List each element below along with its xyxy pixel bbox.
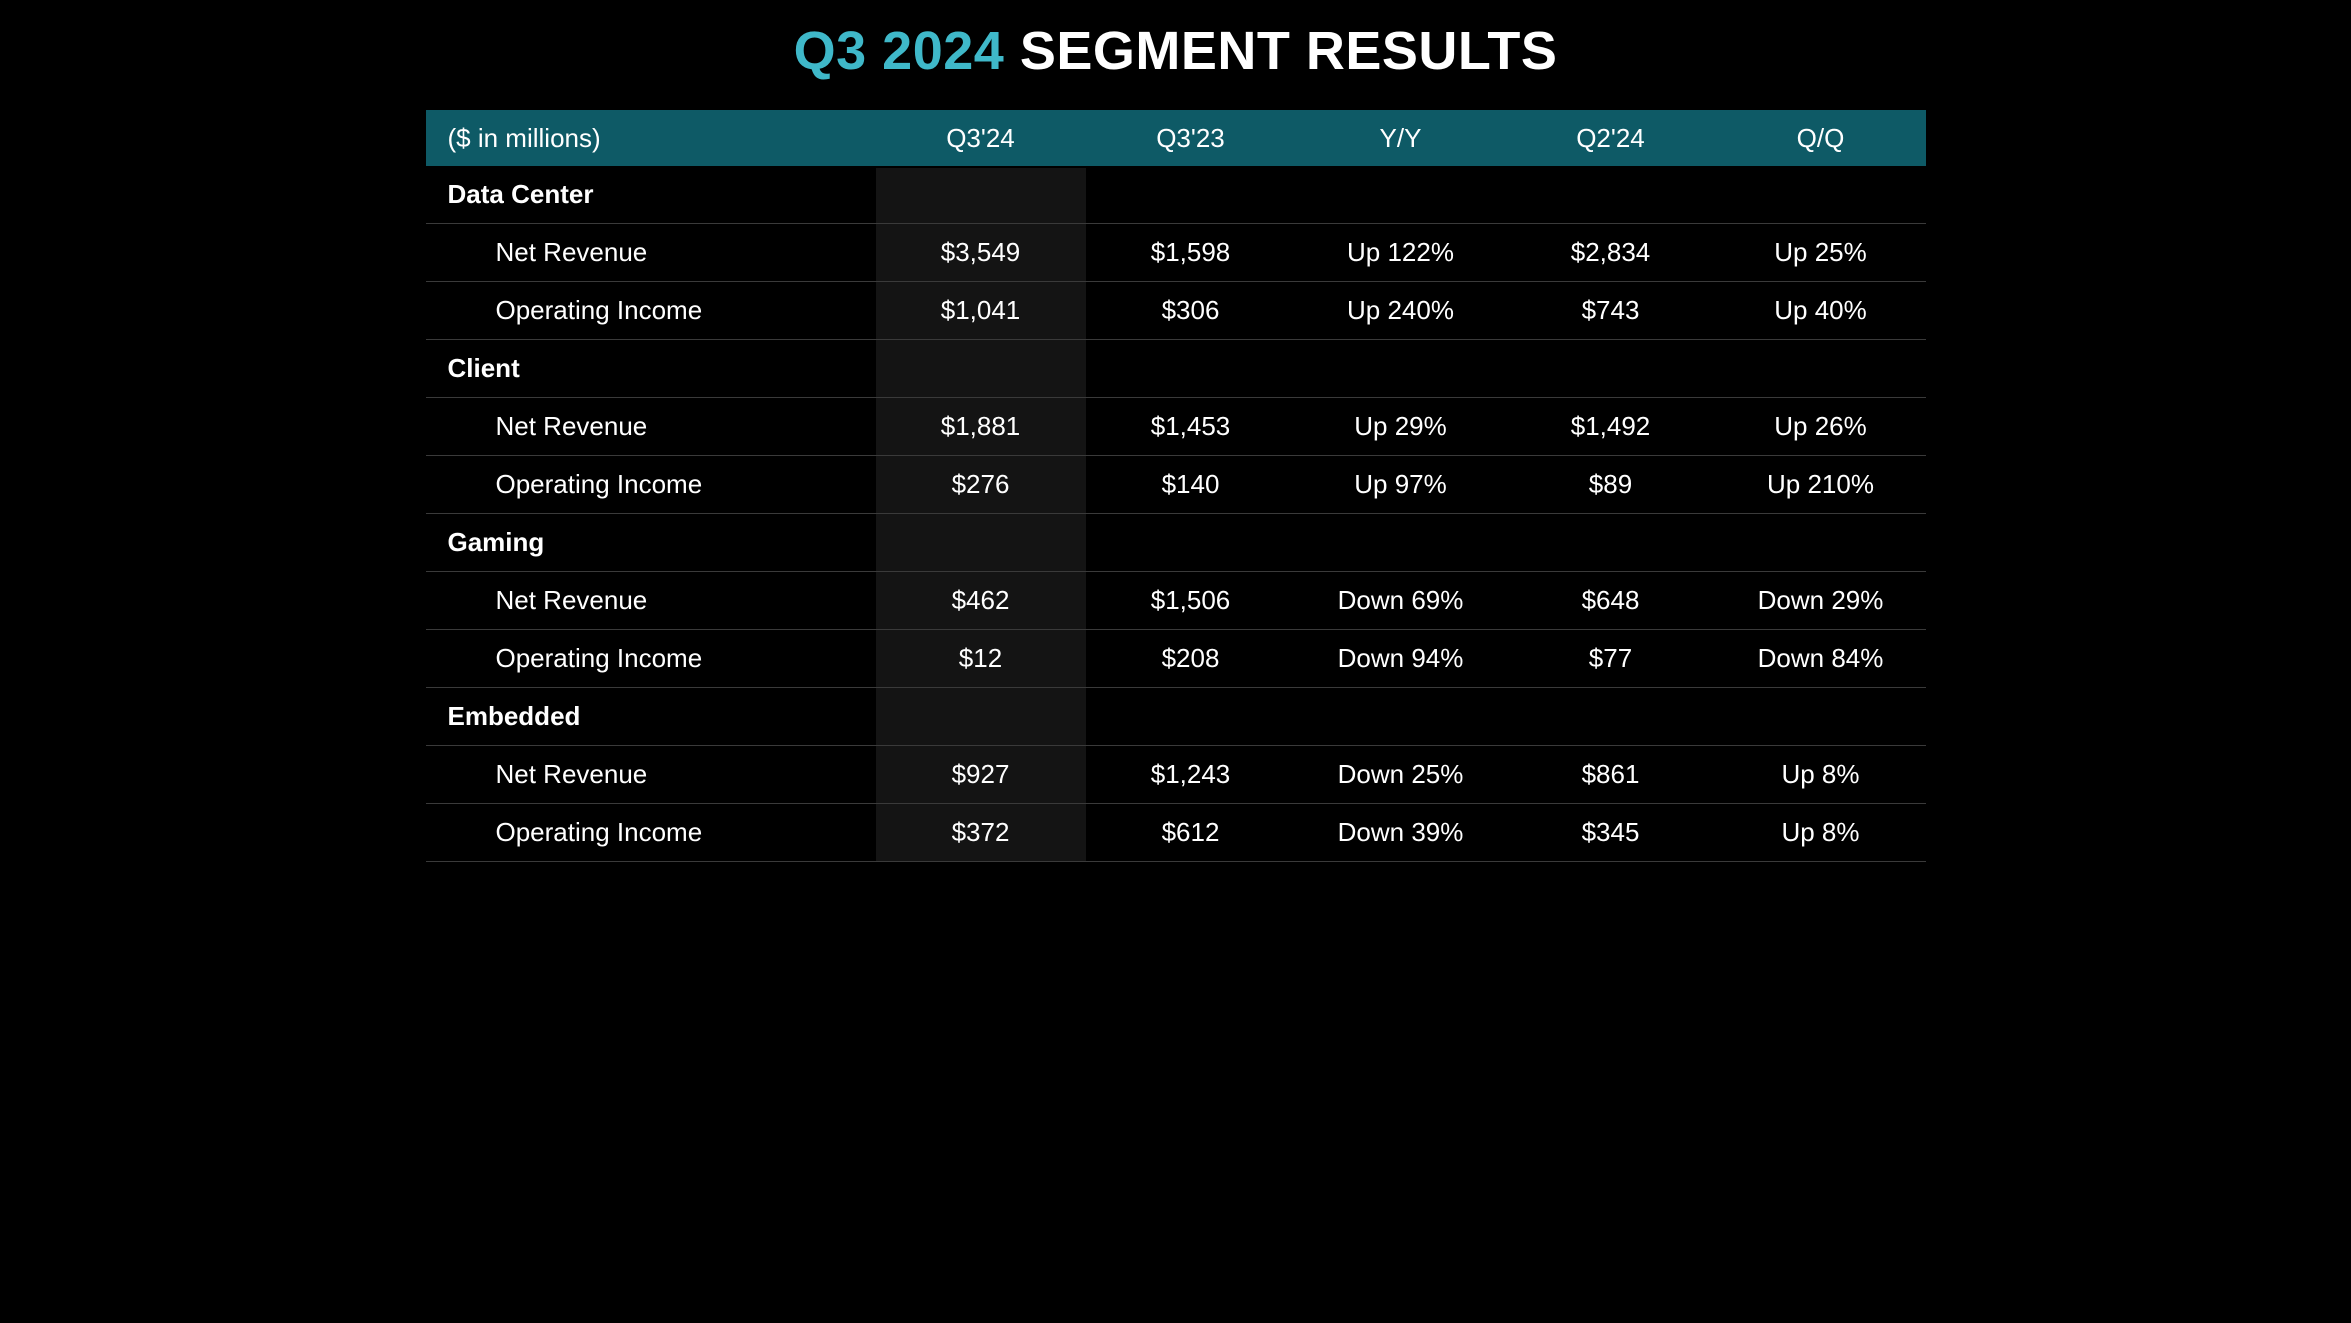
table-row: Operating Income$372$612Down 39%$345Up 8… [426,804,1926,862]
val-q2-24: $1,492 [1506,399,1716,454]
empty-cell [1506,357,1716,381]
empty-cell [1296,183,1506,207]
col-q3-23: Q3'23 [1086,111,1296,166]
val-yy: Up 97% [1296,457,1506,512]
metric-label: Net Revenue [426,399,876,454]
empty-cell [876,531,1086,555]
val-q3-23: $1,243 [1086,747,1296,802]
table-header-row: ($ in millions) Q3'24 Q3'23 Y/Y Q2'24 Q/… [426,110,1926,166]
val-q3-23: $612 [1086,805,1296,860]
slide-title: Q3 2024 SEGMENT RESULTS [426,20,1926,82]
segment-header-row: Client [426,340,1926,398]
val-q3-24: $1,041 [876,283,1086,338]
val-qq: Up 40% [1716,283,1926,338]
val-q2-24: $861 [1506,747,1716,802]
segment-name: Embedded [426,689,876,744]
val-yy: Up 122% [1296,225,1506,280]
val-q3-23: $306 [1086,283,1296,338]
col-q2-24: Q2'24 [1506,111,1716,166]
segment-name: Data Center [426,167,876,222]
segment-header-row: Gaming [426,514,1926,572]
unit-note: ($ in millions) [426,111,876,166]
val-qq: Up 25% [1716,225,1926,280]
table-row: Net Revenue$462$1,506Down 69%$648Down 29… [426,572,1926,630]
val-qq: Up 210% [1716,457,1926,512]
empty-cell [1086,531,1296,555]
slide: Q3 2024 SEGMENT RESULTS ($ in millions) … [396,0,1956,902]
table-row: Operating Income$1,041$306Up 240%$743Up … [426,282,1926,340]
val-q3-24: $372 [876,805,1086,860]
val-q3-24: $3,549 [876,225,1086,280]
metric-label: Net Revenue [426,573,876,628]
empty-cell [1506,531,1716,555]
empty-cell [1506,705,1716,729]
val-yy: Up 240% [1296,283,1506,338]
col-q3-24: Q3'24 [876,111,1086,166]
metric-label: Net Revenue [426,747,876,802]
val-q2-24: $345 [1506,805,1716,860]
metric-label: Operating Income [426,631,876,686]
val-yy: Down 39% [1296,805,1506,860]
empty-cell [876,183,1086,207]
table-row: Net Revenue$927$1,243Down 25%$861Up 8% [426,746,1926,804]
metric-label: Operating Income [426,457,876,512]
empty-cell [1086,183,1296,207]
segment-name: Gaming [426,515,876,570]
val-q3-24: $1,881 [876,399,1086,454]
val-q2-24: $648 [1506,573,1716,628]
empty-cell [1086,357,1296,381]
val-q3-23: $1,506 [1086,573,1296,628]
empty-cell [1716,705,1926,729]
val-qq: Up 8% [1716,805,1926,860]
empty-cell [1716,357,1926,381]
val-q2-24: $743 [1506,283,1716,338]
val-yy: Down 94% [1296,631,1506,686]
table-row: Net Revenue$3,549$1,598Up 122%$2,834Up 2… [426,224,1926,282]
segment-header-row: Data Center [426,166,1926,224]
title-plain: SEGMENT RESULTS [1020,21,1558,81]
val-q3-23: $1,598 [1086,225,1296,280]
table-row: Operating Income$276$140Up 97%$89Up 210% [426,456,1926,514]
val-qq: Down 84% [1716,631,1926,686]
empty-cell [876,357,1086,381]
val-qq: Up 26% [1716,399,1926,454]
empty-cell [1086,705,1296,729]
col-qq: Q/Q [1716,111,1926,166]
val-qq: Down 29% [1716,573,1926,628]
empty-cell [1716,531,1926,555]
metric-label: Operating Income [426,805,876,860]
val-q2-24: $77 [1506,631,1716,686]
empty-cell [1296,357,1506,381]
val-yy: Down 69% [1296,573,1506,628]
segment-header-row: Embedded [426,688,1926,746]
empty-cell [876,705,1086,729]
segment-name: Client [426,341,876,396]
table-row: Operating Income$12$208Down 94%$77Down 8… [426,630,1926,688]
table-row: Net Revenue$1,881$1,453Up 29%$1,492Up 26… [426,398,1926,456]
empty-cell [1296,531,1506,555]
val-q3-23: $208 [1086,631,1296,686]
val-qq: Up 8% [1716,747,1926,802]
val-q3-23: $1,453 [1086,399,1296,454]
val-yy: Up 29% [1296,399,1506,454]
empty-cell [1296,705,1506,729]
empty-cell [1716,183,1926,207]
val-q3-24: $927 [876,747,1086,802]
val-yy: Down 25% [1296,747,1506,802]
val-q2-24: $2,834 [1506,225,1716,280]
table-body: Data CenterNet Revenue$3,549$1,598Up 122… [426,166,1926,862]
metric-label: Net Revenue [426,225,876,280]
segment-table: ($ in millions) Q3'24 Q3'23 Y/Y Q2'24 Q/… [426,110,1926,862]
val-q3-24: $276 [876,457,1086,512]
val-q2-24: $89 [1506,457,1716,512]
title-accent: Q3 2024 [794,21,1005,81]
val-q3-24: $12 [876,631,1086,686]
empty-cell [1506,183,1716,207]
val-q3-23: $140 [1086,457,1296,512]
metric-label: Operating Income [426,283,876,338]
col-yy: Y/Y [1296,111,1506,166]
val-q3-24: $462 [876,573,1086,628]
